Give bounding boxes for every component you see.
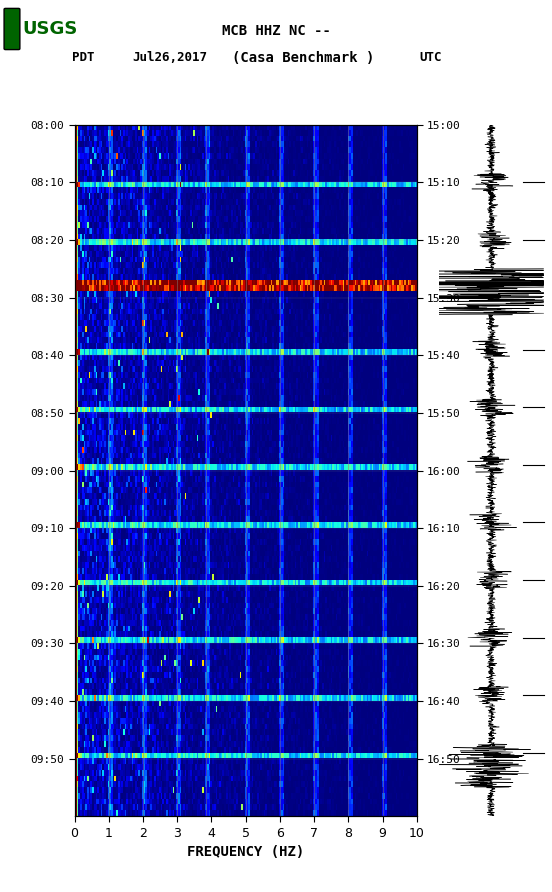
X-axis label: FREQUENCY (HZ): FREQUENCY (HZ) [187,845,304,859]
Text: UTC: UTC [420,52,442,64]
Text: PDT: PDT [72,52,94,64]
Text: Jul26,2017: Jul26,2017 [132,52,208,64]
Text: (Casa Benchmark ): (Casa Benchmark ) [232,51,374,65]
Text: MCB HHZ NC --: MCB HHZ NC -- [221,24,331,38]
FancyBboxPatch shape [4,8,20,50]
Text: USGS: USGS [22,20,77,38]
